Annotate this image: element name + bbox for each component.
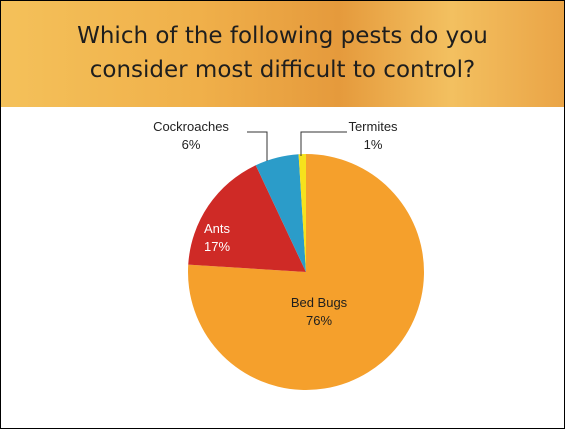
- slice-value-label: 6%: [182, 137, 201, 152]
- leader-line: [247, 131, 268, 161]
- slice-label: Bed Bugs: [291, 295, 348, 310]
- pie-slice: [188, 165, 306, 272]
- header-band: [1, 1, 564, 107]
- chart-title: Which of the following pests do you cons…: [77, 23, 488, 83]
- pie-slice: [298, 154, 306, 272]
- slice-value-label: 17%: [204, 239, 230, 254]
- pie-slice: [255, 154, 306, 272]
- slice-label: Ants: [204, 221, 231, 236]
- leader-line: [300, 131, 347, 156]
- slice-label: Termites: [348, 119, 398, 134]
- slice-label: Cockroaches: [153, 119, 229, 134]
- slice-value-label: 76%: [306, 313, 332, 328]
- slice-value-label: 1%: [364, 137, 383, 152]
